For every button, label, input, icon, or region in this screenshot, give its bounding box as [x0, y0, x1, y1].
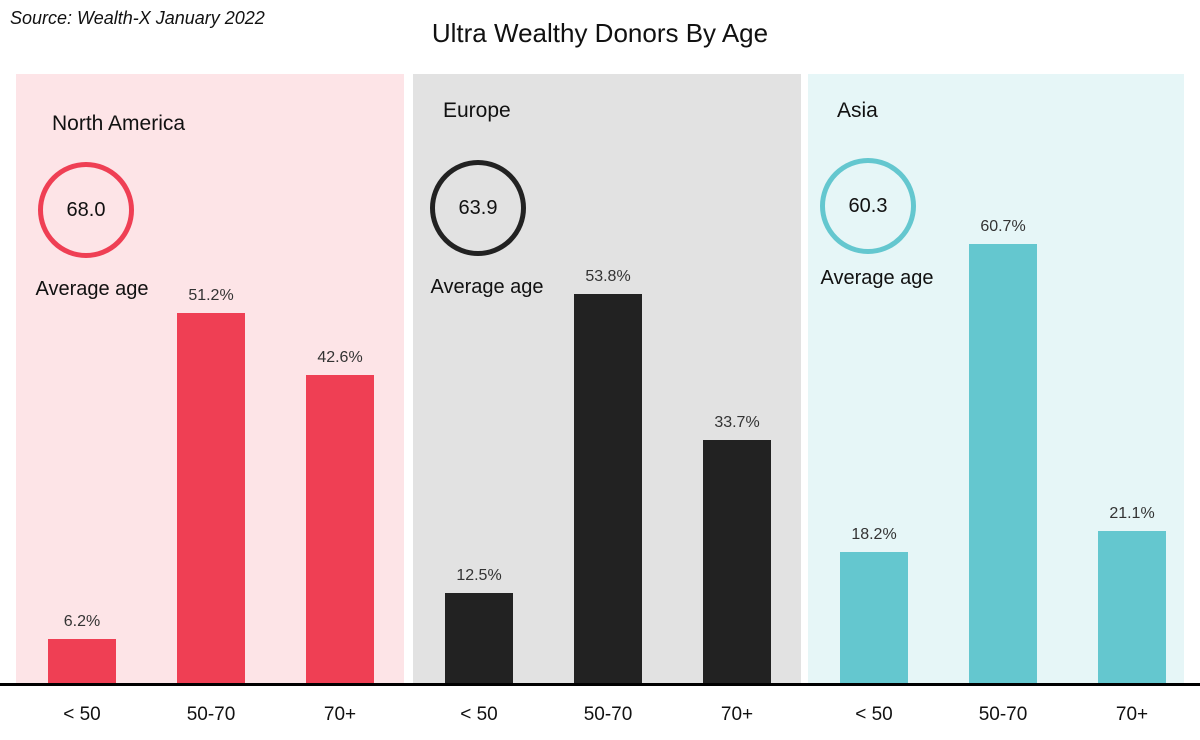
data-label: 33.7%: [714, 413, 760, 431]
data-label: 6.2%: [63, 613, 101, 631]
average-age-label: Average age: [820, 267, 934, 289]
source-note: Source: Wealth-X January 2022: [10, 8, 265, 28]
x-tick-label: 50-70: [978, 704, 1028, 725]
data-label: 53.8%: [585, 267, 631, 285]
average-age-circle: 60.3: [820, 158, 916, 254]
x-tick-label: < 50: [855, 704, 893, 725]
x-tick-label: 70+: [323, 704, 357, 725]
region-label: North America: [52, 112, 186, 135]
data-label: 42.6%: [317, 349, 363, 367]
bar-north-america-2: [177, 312, 245, 684]
x-tick-label: 70+: [720, 704, 754, 725]
region-label: Asia: [837, 99, 878, 122]
bar-north-america-3: [306, 375, 374, 684]
x-tick-label: 50-70: [583, 704, 633, 725]
region-label: Europe: [443, 99, 511, 122]
average-age-label: Average age: [35, 278, 149, 300]
x-tick-label: 70+: [1115, 704, 1149, 725]
bar-europe-2: [574, 293, 642, 684]
x-axis-line: [0, 683, 1200, 686]
bar-asia-1: [840, 552, 908, 684]
data-label: 12.5%: [456, 567, 502, 585]
data-label: 18.2%: [851, 526, 897, 544]
average-age-circle: 68.0: [38, 162, 134, 258]
bar-north-america-1: [48, 639, 116, 684]
data-label: 21.1%: [1109, 505, 1155, 523]
x-tick-label: < 50: [460, 704, 498, 725]
x-tick-label: 50-70: [186, 704, 236, 725]
bar-europe-3: [703, 439, 771, 684]
x-tick-label: < 50: [63, 704, 101, 725]
bar-asia-3: [1098, 531, 1166, 684]
data-label: 51.2%: [188, 286, 234, 304]
average-age-circle: 63.9: [430, 160, 526, 256]
data-label: 60.7%: [980, 217, 1026, 235]
chart-title: Ultra Wealthy Donors By Age: [431, 18, 769, 48]
average-age-label: Average age: [430, 276, 544, 298]
bar-europe-1: [445, 593, 513, 684]
bar-asia-2: [969, 243, 1037, 684]
